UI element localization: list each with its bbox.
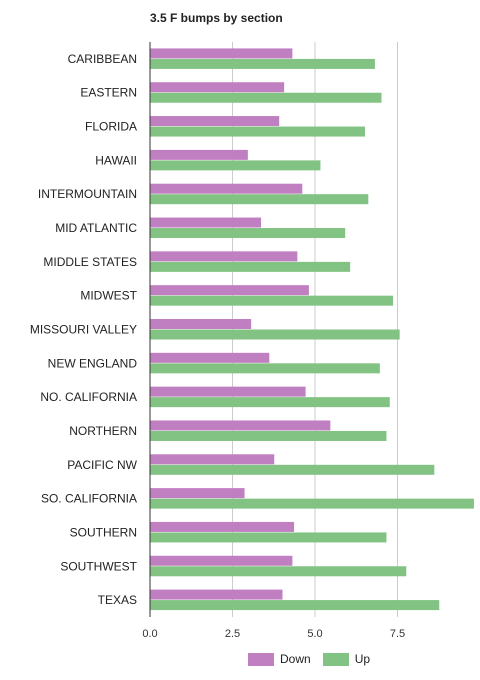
bar-up-so-california — [150, 498, 474, 509]
chart-title: 3.5 F bumps by section — [150, 11, 283, 25]
bar-down-southern — [150, 521, 295, 532]
bar-down-mid-atlantic — [150, 217, 262, 228]
bar-down-midwest — [150, 285, 309, 296]
bar-up-eastern — [150, 92, 382, 103]
bar-up-new-england — [150, 363, 380, 374]
legend-item-down: Down — [248, 652, 311, 666]
bar-down-intermountain — [150, 183, 303, 194]
bar-down-missouri-valley — [150, 319, 252, 329]
category-label: CARIBBEAN — [68, 52, 137, 66]
bar-up-southwest — [150, 566, 407, 577]
x-axis-ticks: 0.0 2.5 5.0 7.5 — [142, 628, 405, 640]
bar-up-missouri-valley — [150, 329, 400, 340]
bar-up-no-california — [150, 397, 390, 408]
category-label: NEW ENGLAND — [48, 356, 138, 370]
category-label: NORTHERN — [69, 424, 137, 438]
bars — [150, 48, 474, 611]
legend-label-up: Up — [354, 652, 371, 666]
bar-down-northern — [150, 420, 331, 431]
bar-up-pacific-nw — [150, 464, 435, 475]
legend: Down Up — [248, 652, 370, 666]
bar-down-so-california — [150, 488, 245, 499]
x-tick-label: 5.0 — [307, 628, 322, 640]
bar-up-northern — [150, 430, 387, 441]
bar-down-florida — [150, 116, 280, 127]
x-tick-label: 0.0 — [142, 628, 157, 640]
category-label: MISSOURI VALLEY — [30, 323, 137, 337]
category-label: SO. CALIFORNIA — [41, 492, 137, 506]
bar-down-middle-states — [150, 251, 298, 262]
bar-down-pacific-nw — [150, 454, 275, 465]
bar-up-texas — [150, 600, 440, 611]
bar-up-midwest — [150, 295, 394, 306]
category-label: MIDWEST — [80, 289, 137, 303]
category-label: NO. CALIFORNIA — [40, 390, 137, 404]
category-label: EASTERN — [80, 86, 137, 100]
bar-down-new-england — [150, 352, 270, 363]
bar-up-southern — [150, 532, 387, 543]
category-labels: CARIBBEAN EASTERN FLORIDA HAWAII INTERMOUNTA… — [30, 52, 138, 607]
category-label: HAWAII — [95, 153, 137, 167]
x-tick-label: 7.5 — [390, 628, 405, 640]
bar-down-eastern — [150, 82, 285, 93]
category-label: INTERMOUNTAIN — [38, 187, 137, 201]
bar-down-hawaii — [150, 149, 248, 160]
bar-down-caribbean — [150, 48, 293, 59]
category-label: MID ATLANTIC — [55, 221, 137, 235]
bar-down-texas — [150, 589, 283, 600]
bar-up-middle-states — [150, 261, 351, 272]
bar-up-mid-atlantic — [150, 228, 346, 239]
category-label: FLORIDA — [85, 120, 137, 134]
bar-up-hawaii — [150, 160, 321, 171]
category-label: MIDDLE STATES — [43, 255, 137, 269]
category-label: PACIFIC NW — [67, 458, 137, 472]
legend-swatch-up — [322, 652, 349, 666]
bar-down-southwest — [150, 555, 293, 566]
category-label: SOUTHWEST — [60, 559, 137, 573]
bar-down-no-california — [150, 386, 306, 397]
category-label: SOUTHERN — [70, 525, 137, 539]
legend-item-up: Up — [322, 652, 371, 666]
x-tick-label: 2.5 — [225, 628, 240, 640]
legend-swatch-down — [248, 652, 274, 666]
legend-label-down: Down — [280, 652, 311, 666]
bar-up-intermountain — [150, 194, 369, 205]
bar-up-caribbean — [150, 58, 375, 69]
category-label: TEXAS — [98, 593, 137, 607]
bar-up-florida — [150, 126, 365, 137]
